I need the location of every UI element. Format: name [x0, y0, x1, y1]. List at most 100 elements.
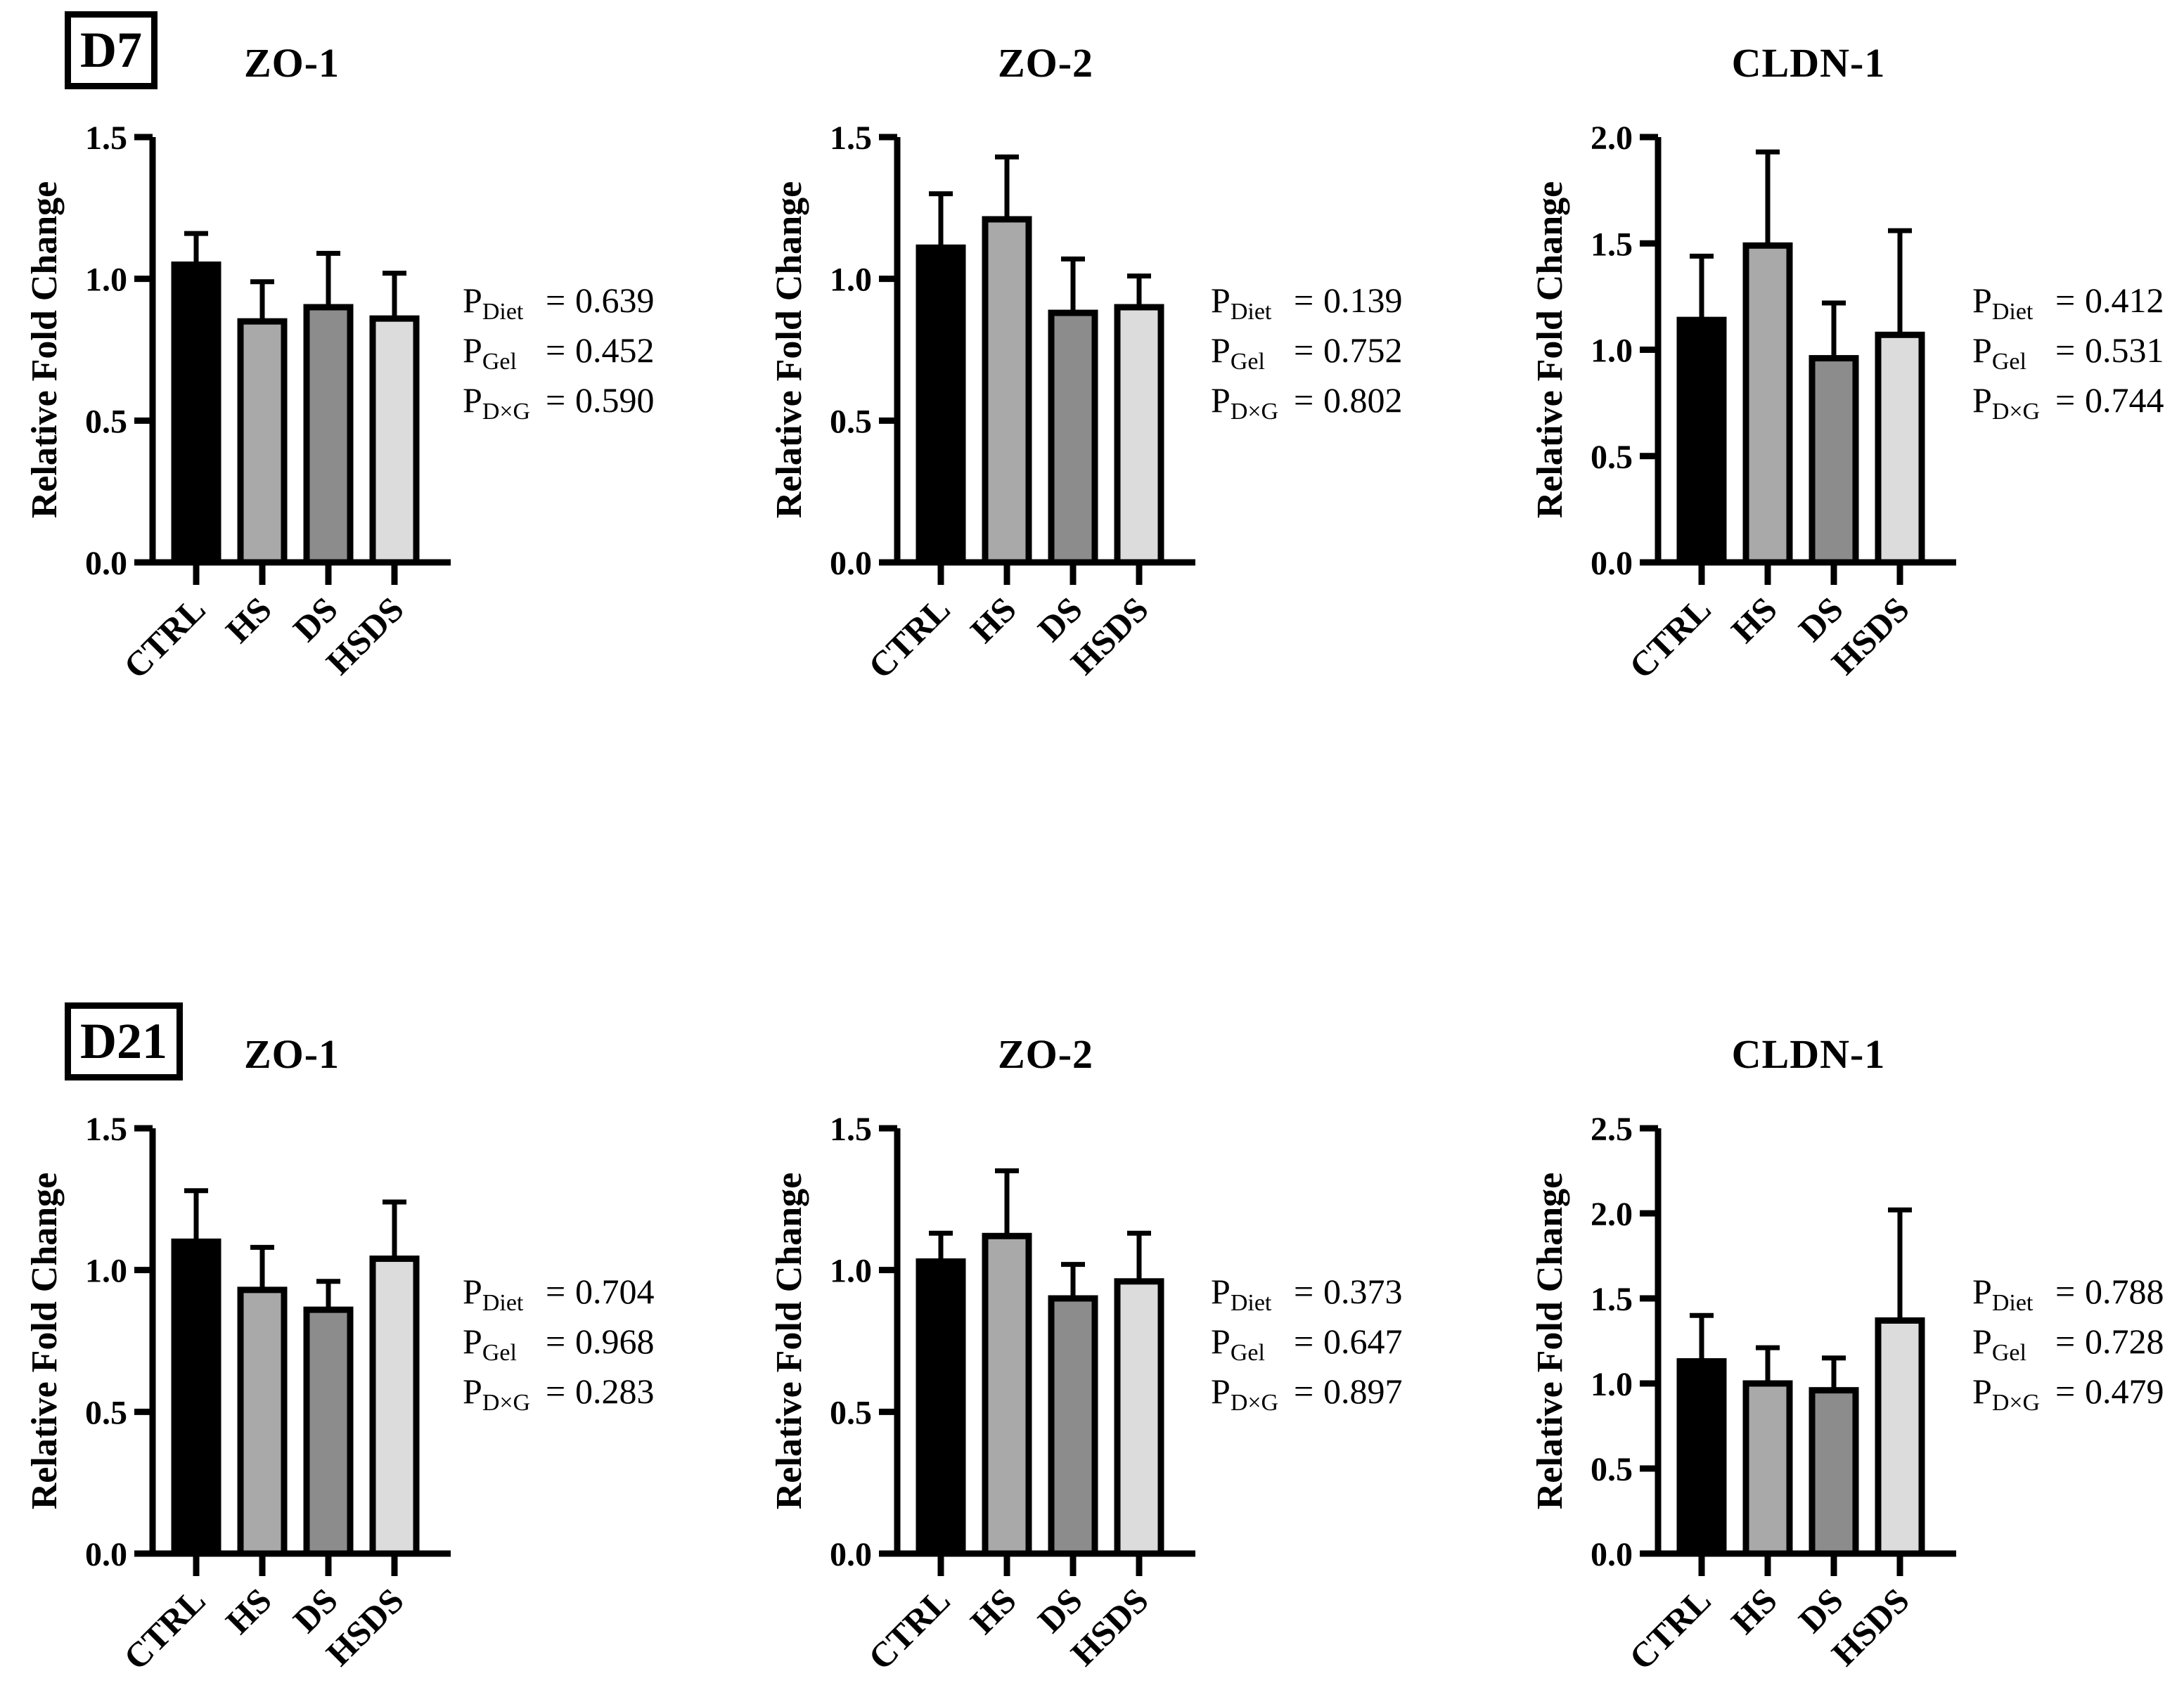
p-value: 0.373: [1323, 1272, 1403, 1311]
equals-sign: =: [1294, 280, 1314, 320]
p-symbol: P: [1211, 1372, 1231, 1411]
p-value: 0.704: [575, 1272, 655, 1311]
bar-ds: [1048, 309, 1098, 566]
x-tick-label: HSDS: [1063, 589, 1156, 682]
p-dxg-line: PD×G = 0.479: [1972, 1367, 2164, 1417]
chart-panel-d7-zo1: D7 ZO-1 0.0 0.5 1.0 1.5 Relative Fold Change…: [0, 0, 728, 710]
equals-sign: =: [2055, 280, 2076, 320]
p-symbol: P: [1211, 380, 1231, 420]
p-symbol: P: [463, 1322, 482, 1361]
x-tick-label: CTRL: [1621, 1580, 1719, 1677]
chart-panel-d21-zo1: D21 ZO-1 0.0 0.5 1.0 1.5 Relative Fold Chang…: [0, 991, 728, 1697]
x-tick-label: HSDS: [1824, 1580, 1917, 1673]
x-tick-label: HSDS: [1063, 1580, 1156, 1673]
p-value: 0.452: [575, 330, 655, 370]
p-diet-line: PDiet = 0.139: [1211, 276, 1403, 325]
bar-chart-svg: 0.0 0.5 1.0 1.5 Relative Fold Change CTRL HS DS…: [769, 1111, 1195, 1677]
p-gel-line: PGel = 0.647: [1211, 1317, 1403, 1367]
equals-sign: =: [2055, 1372, 2076, 1411]
x-tick-label: HS: [1723, 589, 1785, 650]
p-symbol: P: [463, 380, 482, 420]
y-tick-label: 0.5: [830, 1394, 872, 1431]
p-subscript: Diet: [1230, 1290, 1272, 1316]
chart-title: CLDN-1: [1731, 1031, 1886, 1077]
p-value: 0.647: [1323, 1322, 1403, 1361]
y-tick-label: 0.5: [830, 403, 872, 440]
p-subscript: D×G: [1991, 1390, 2041, 1416]
p-values-block: PDiet = 0.373 PGel = 0.647 PD×G = 0.897: [1211, 1267, 1403, 1417]
p-gel-line: PGel = 0.452: [463, 325, 655, 375]
bar-chart-svg: 0.0 0.5 1.0 1.5 Relative Fold Change CTRL HS DS…: [25, 1111, 451, 1677]
equals-sign: =: [2055, 1272, 2076, 1311]
p-value: 0.139: [1323, 280, 1403, 320]
y-tick-label: 0.5: [85, 403, 127, 440]
p-subscript: Diet: [482, 299, 524, 325]
chart-title: ZO-2: [997, 1031, 1094, 1077]
y-axis-label: Relative Fold Change: [769, 1173, 809, 1510]
y-axis-label: Relative Fold Change: [1530, 1173, 1570, 1510]
bar-hsds: [369, 1256, 420, 1557]
p-gel-line: PGel = 0.752: [1211, 325, 1403, 375]
y-tick-label: 1.0: [85, 1253, 127, 1290]
p-subscript: Diet: [1230, 299, 1272, 325]
y-tick-label: 1.0: [1591, 1366, 1633, 1403]
equals-sign: =: [1294, 1272, 1314, 1311]
equals-sign: =: [546, 380, 566, 420]
p-symbol: P: [1972, 1322, 1992, 1361]
p-value: 0.590: [575, 380, 655, 420]
p-subscript: Gel: [1230, 349, 1265, 375]
bar-hsds: [1875, 331, 1925, 566]
bar-ctrl: [1676, 1358, 1727, 1557]
p-subscript: Gel: [1991, 349, 2026, 375]
p-subscript: D×G: [1230, 1390, 1279, 1416]
bar-hs: [982, 1232, 1032, 1557]
y-tick-label: 0.0: [830, 1536, 872, 1573]
x-tick-label: CTRL: [861, 1580, 958, 1677]
p-subscript: D×G: [1991, 399, 2041, 425]
p-symbol: P: [1211, 1322, 1231, 1361]
p-value: 0.752: [1323, 330, 1403, 370]
x-tick-label: HS: [963, 1580, 1024, 1641]
p-subscript: Diet: [482, 1290, 524, 1316]
p-symbol: P: [1211, 280, 1231, 320]
p-subscript: Diet: [1991, 299, 2034, 325]
p-subscript: Diet: [1991, 1290, 2034, 1316]
y-axis-label: Relative Fold Change: [25, 181, 65, 519]
equals-sign: =: [2055, 330, 2076, 370]
y-tick-label: 0.0: [85, 1536, 127, 1573]
p-dxg-line: PD×G = 0.283: [463, 1367, 655, 1417]
p-subscript: D×G: [482, 1390, 531, 1416]
x-tick-label: HS: [218, 589, 279, 650]
x-tick-label: CTRL: [1621, 589, 1719, 686]
bar-hs: [982, 216, 1032, 566]
p-values-block: PDiet = 0.412 PGel = 0.531 PD×G = 0.744: [1972, 276, 2164, 425]
y-tick-label: 0.5: [1591, 1451, 1633, 1488]
chart-panel-d7-cldn1: CLDN-1 0.0 0.5 1.0 1.5 2.0 Relative Fold Chan…: [1456, 0, 2184, 710]
x-tick-label: CTRL: [116, 1580, 213, 1677]
bar-ctrl: [916, 244, 966, 566]
bar-ctrl: [1676, 316, 1727, 566]
equals-sign: =: [546, 280, 566, 320]
p-diet-line: PDiet = 0.373: [1211, 1267, 1403, 1317]
y-tick-label: 0.0: [1591, 545, 1633, 582]
x-tick-label: CTRL: [861, 589, 958, 686]
y-tick-label: 1.5: [1591, 226, 1633, 263]
p-subscript: Gel: [1991, 1340, 2026, 1366]
p-value: 0.479: [2085, 1372, 2164, 1411]
equals-sign: =: [546, 1272, 566, 1311]
y-tick-label: 0.0: [85, 545, 127, 582]
equals-sign: =: [1294, 330, 1314, 370]
y-tick-label: 0.0: [1591, 1536, 1633, 1573]
p-symbol: P: [1972, 1372, 1992, 1411]
y-tick-label: 1.0: [1591, 333, 1633, 370]
chart-panel-d7-zo2: ZO-2 0.0 0.5 1.0 1.5 Relative Fold Change CTR…: [728, 0, 1456, 710]
equals-sign: =: [2055, 380, 2076, 420]
p-gel-line: PGel = 0.968: [463, 1317, 655, 1367]
p-value: 0.788: [2085, 1272, 2164, 1311]
chart-title: ZO-2: [997, 40, 1094, 86]
bar-hs: [237, 318, 288, 566]
y-tick-label: 2.5: [1591, 1111, 1633, 1148]
bar-hs: [237, 1286, 288, 1557]
y-axis-label: Relative Fold Change: [1530, 181, 1570, 519]
p-diet-line: PDiet = 0.412: [1972, 276, 2164, 325]
